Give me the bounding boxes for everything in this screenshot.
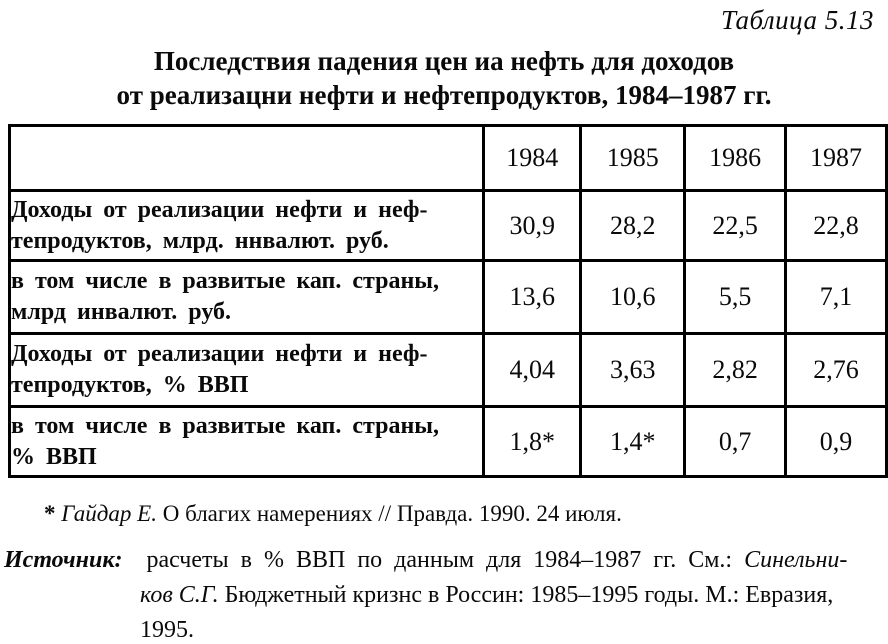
cell-value: 5,5	[683, 259, 788, 335]
cell-value: 3,63	[579, 332, 687, 408]
cell-value: 22,8	[784, 189, 888, 262]
footnote-author: Гайдар Е.	[61, 501, 157, 526]
table-row: Доходы от реализации нефти и неф- тепрод…	[7, 332, 888, 408]
table-caption: Таблица 5.13	[720, 5, 874, 35]
year-header-1985: 1985	[579, 124, 687, 192]
table-header-row: 1984 1985 1986 1987	[7, 124, 888, 192]
cell-value: 2,82	[683, 332, 788, 408]
footnote-text: О благих намерениях // Правда. 1990. 24 …	[162, 501, 622, 526]
cell-value: 28,2	[579, 189, 687, 262]
footnote: * Гайдар Е. О благих намерениях // Правд…	[44, 501, 622, 527]
year-header-1986: 1986	[683, 124, 788, 192]
row-label-line: тепродуктов, млрд. ннвалют. руб.	[11, 227, 389, 254]
table-title: Последствия падения цен иа нефть для дох…	[0, 44, 888, 112]
row-label: в том числе в развитые кап. страны, % ВВ…	[7, 405, 486, 478]
title-line-1: Последствия падения цен иа нефть для дох…	[153, 46, 735, 76]
row-label-line: тепродуктов, % ВВП	[11, 372, 249, 398]
cell-value: 1,4*	[579, 405, 687, 478]
footnote-marker: *	[44, 501, 56, 526]
row-label-line: % ВВП	[11, 443, 97, 470]
source-author-part: ков С.Г.	[140, 582, 219, 608]
row-label-line: млрд инвалют. руб.	[11, 299, 231, 325]
cell-value: 0,9	[784, 405, 888, 478]
table-row: Доходы от реализации нефти и неф- тепрод…	[7, 189, 888, 262]
source-block: Источник: расчеты в % ВВП по данным для …	[4, 543, 872, 644]
source-label: Источник:	[4, 547, 123, 573]
row-label-line: Доходы от реализации нефти и неф-	[11, 341, 428, 367]
cell-value: 7,1	[784, 259, 888, 335]
year-header-1987: 1987	[784, 124, 888, 192]
row-label: Доходы от реализации нефти и неф- тепрод…	[7, 332, 486, 408]
oil-revenues-table: 1984 1985 1986 1987 Доходы от реализации…	[7, 124, 888, 478]
corner-cell	[7, 124, 486, 192]
cell-value: 4,04	[482, 332, 583, 408]
source-line-3: 1995.	[140, 617, 194, 643]
source-author-part: Синельни-	[744, 547, 848, 573]
title-line-2: от реализацни нефти и нефтепродуктов, 19…	[116, 80, 772, 110]
cell-value: 13,6	[482, 259, 583, 335]
row-label-line: Доходы от реализации нефти и неф-	[11, 196, 428, 223]
table-row: в том числе в развитые кап. страны, млрд…	[7, 259, 888, 335]
source-text: Бюджетный кризнс в Россин: 1985–1995 год…	[224, 582, 834, 608]
cell-value: 22,5	[683, 189, 788, 262]
row-label: в том числе в развитые кап. страны, млрд…	[7, 259, 486, 335]
year-header-1984: 1984	[482, 124, 583, 192]
cell-value: 2,76	[784, 332, 888, 408]
source-text: расчеты в % ВВП по данным для 1984–1987 …	[146, 547, 733, 573]
cell-value: 0,7	[683, 405, 788, 478]
row-label-line: в том числе в развитые кап. страны,	[11, 268, 440, 294]
source-line-2: ков С.Г. Бюджетный кризнс в Россин: 1985…	[4, 578, 872, 613]
table-row: в том числе в развитые кап. страны, % ВВ…	[7, 405, 888, 478]
cell-value: 30,9	[482, 189, 583, 262]
source-line-1: Источник: расчеты в % ВВП по данным для …	[4, 543, 872, 578]
row-label-line: в том числе в развитые кап. страны,	[11, 412, 440, 439]
cell-value: 1,8*	[482, 405, 583, 478]
cell-value: 10,6	[579, 259, 687, 335]
row-label: Доходы от реализации нефти и неф- тепрод…	[7, 189, 486, 262]
